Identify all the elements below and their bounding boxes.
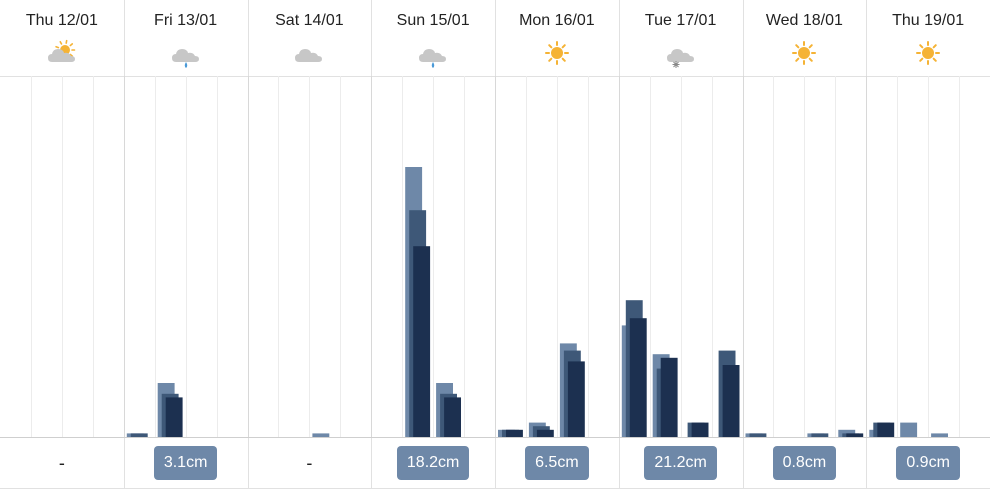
snowfall-bar [846,433,864,437]
daily-total-cell: 0.9cm [866,438,990,488]
day-divider [371,438,372,488]
day-label: Sat 14/01 [275,12,344,29]
daily-total-cell: 6.5cm [495,438,619,488]
day-divider [866,438,867,488]
day-divider [248,438,249,488]
day-divider [248,0,249,76]
day-divider [866,0,867,76]
day-divider [124,438,125,488]
day-divider [743,438,744,488]
snow-total-badge: 0.8cm [772,446,837,480]
day-divider [743,0,744,76]
snowfall-bar [130,433,148,437]
snowfall-bar [444,397,461,437]
snowfall-bar [660,357,678,437]
daily-totals-row: - 3.1cm - 18.2cm 6.5cm 21.2cm 0.8cm 0.9cm [0,437,990,489]
snow-total-badge: 6.5cm [525,446,589,480]
no-snow-dash: - [306,452,313,473]
day-header: Thu 19/01 [866,0,990,76]
rain-cloud-icon [415,38,451,68]
daily-total-cell: 21.2cm [619,438,743,488]
snowfall-bar [931,433,948,437]
snowfall-bar [900,422,918,437]
sun-behind-cloud-icon [44,38,80,68]
daily-total-cell: - [0,438,124,488]
snowfall-bar-chart [31,76,960,437]
snowfall-bar [567,361,585,437]
snowfall-bar [629,318,647,437]
day-header: Thu 12/01 [0,0,124,76]
snowfall-bar [165,397,183,437]
snowfall-bar [749,433,767,437]
daily-total-cell: 0.8cm [743,438,867,488]
day-divider [619,438,620,488]
sun-icon [539,38,575,68]
snowfall-bar [691,422,709,437]
sun-icon [910,38,946,68]
day-label: Fri 13/01 [154,12,218,29]
day-header: Sun 15/01 [371,0,495,76]
snowfall-bar [312,433,330,437]
day-label: Mon 16/01 [519,12,595,29]
day-header: Sat 14/01 [248,0,372,76]
day-label: Wed 18/01 [765,12,843,29]
daily-total-cell: - [248,438,372,488]
day-divider [124,0,125,76]
snowfall-bar [506,429,523,437]
day-label: Sun 15/01 [396,12,470,29]
rain-cloud-icon [168,38,204,68]
day-header: Wed 18/01 [743,0,867,76]
snowfall-bar [413,246,431,437]
snowfall-bar [811,433,829,437]
day-header-row: Thu 12/01 Fri 13/01 Sat 14/01 Sun 15/01 Mon … [0,0,990,77]
no-snow-dash: - [58,452,65,473]
day-header: Tue 17/01 [619,0,743,76]
day-label: Thu 19/01 [892,12,965,29]
snowfall-bar [877,422,895,437]
day-header: Fri 13/01 [124,0,248,76]
snowfall-bar [536,429,554,437]
day-divider [619,0,620,76]
day-label: Thu 12/01 [25,12,98,29]
daily-total-cell: 18.2cm [371,438,495,488]
snow-total-badge: 0.9cm [896,446,960,480]
snow-total-badge: 18.2cm [396,446,470,480]
snowfall-bar [722,365,740,437]
snow-total-badge: 3.1cm [153,446,218,480]
day-label: Tue 17/01 [644,12,717,29]
cloud-icon [291,38,327,68]
day-header: Mon 16/01 [495,0,619,76]
snow-total-badge: 21.2cm [644,446,717,480]
snow-cloud-icon [663,38,699,68]
sun-icon [786,38,822,68]
day-divider [371,0,372,76]
day-divider [495,438,496,488]
daily-total-cell: 3.1cm [124,438,248,488]
day-divider [495,0,496,76]
